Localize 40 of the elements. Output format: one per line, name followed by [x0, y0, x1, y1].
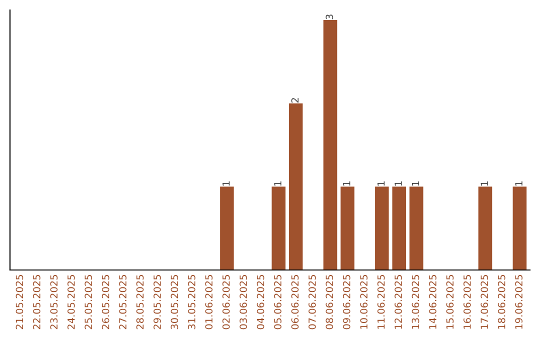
- x-tick-label: 27.05.2025: [119, 275, 126, 330]
- data-label: 1: [394, 181, 402, 186]
- data-label: 2: [291, 98, 299, 103]
- x-tick-label: 13.06.2025: [412, 275, 420, 329]
- x-tick-label: 10.06.2025: [360, 275, 368, 329]
- x-tick-label: 05.06.2025: [274, 275, 282, 330]
- x-tick-label: 01.06.2025: [205, 275, 213, 330]
- x-tick-label: 16.06.2025: [463, 275, 471, 329]
- data-label: 1: [378, 181, 385, 186]
- x-tick-label: 15.06.2025: [446, 275, 454, 329]
- x-tick-label: 21.05.2025: [16, 275, 24, 330]
- data-label: 1: [222, 181, 230, 186]
- x-tick-label: 18.06.2025: [498, 275, 506, 329]
- x-tick-label: 31.05.2025: [188, 275, 196, 330]
- x-tick-label: 02.06.2025: [222, 275, 230, 330]
- data-label: 3: [326, 14, 334, 20]
- x-tick-label: 11.06.2025: [377, 275, 385, 329]
- data-label: 1: [412, 181, 420, 186]
- x-tick-label: 24.05.2025: [67, 275, 75, 330]
- x-tick-label: 28.05.2025: [136, 275, 144, 330]
- x-tick-label: 04.06.2025: [256, 275, 264, 330]
- x-tick-label: 06.06.2025: [291, 275, 299, 330]
- x-tick-label: 22.05.2025: [33, 275, 40, 330]
- x-tick-label: 19.06.2025: [515, 275, 522, 329]
- x-tick-label: 17.06.2025: [480, 275, 488, 329]
- data-label: 1: [480, 181, 488, 186]
- x-tick-label: 30.05.2025: [170, 275, 178, 330]
- x-tick-label: 08.06.2025: [326, 275, 334, 330]
- x-tick-label: 26.05.2025: [102, 275, 110, 330]
- x-tick-label: 14.06.2025: [429, 275, 436, 329]
- x-tick-label: 23.05.2025: [50, 275, 58, 330]
- x-tick-label: 29.05.2025: [154, 275, 161, 330]
- data-label: 1: [274, 181, 282, 186]
- x-tick-label: 12.06.2025: [394, 275, 402, 329]
- x-tick-label: 03.06.2025: [240, 275, 247, 330]
- x-tick-label: 09.06.2025: [342, 275, 350, 330]
- data-label: 1: [515, 181, 522, 186]
- data-label: 1: [343, 181, 350, 186]
- x-tick-label: 07.06.2025: [308, 275, 316, 330]
- x-tick-label: 25.05.2025: [84, 275, 92, 330]
